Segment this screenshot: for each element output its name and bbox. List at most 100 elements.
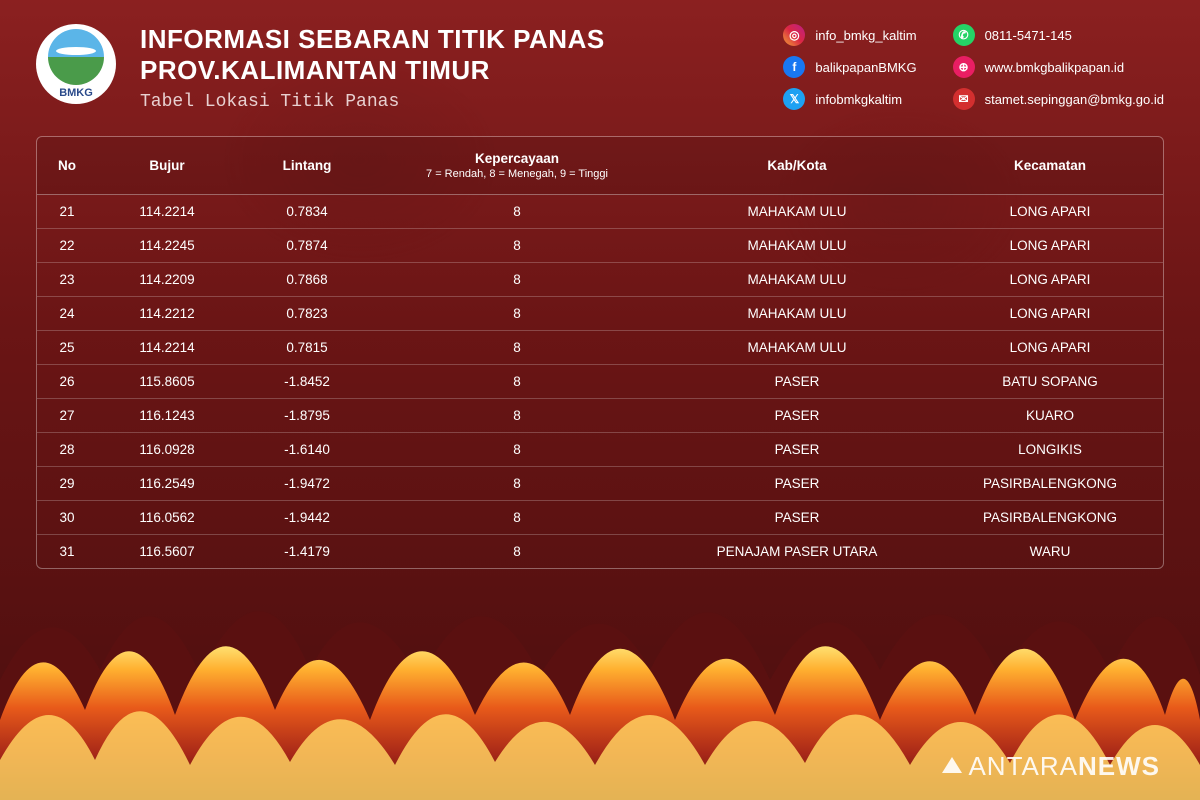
whatsapp-icon: ✆	[953, 24, 975, 46]
twitter-icon: 𝕏	[783, 88, 805, 110]
cell-no: 31	[37, 535, 97, 569]
cell-kec: LONG APARI	[937, 229, 1163, 263]
cell-kab: PASER	[657, 467, 937, 501]
title-line-1: INFORMASI SEBARAN TITIK PANAS	[140, 24, 605, 55]
hotspot-table: No Bujur Lintang Kepercayaan 7 = Rendah,…	[37, 137, 1163, 568]
cell-conf: 8	[377, 195, 657, 229]
cell-kec: WARU	[937, 535, 1163, 569]
cell-no: 26	[37, 365, 97, 399]
cell-no: 25	[37, 331, 97, 365]
col-confidence: Kepercayaan 7 = Rendah, 8 = Menegah, 9 =…	[377, 137, 657, 195]
cell-kab: MAHAKAM ULU	[657, 263, 937, 297]
cell-kab: PASER	[657, 365, 937, 399]
cell-kec: KUARO	[937, 399, 1163, 433]
cell-kab: MAHAKAM ULU	[657, 229, 937, 263]
table-row: 30116.0562-1.94428PASERPASIRBALENGKONG	[37, 501, 1163, 535]
table-row: 29116.2549-1.94728PASERPASIRBALENGKONG	[37, 467, 1163, 501]
cell-kec: LONG APARI	[937, 195, 1163, 229]
cell-kab: PASER	[657, 433, 937, 467]
table-row: 28116.0928-1.61408PASERLONGIKIS	[37, 433, 1163, 467]
cell-kab: MAHAKAM ULU	[657, 331, 937, 365]
cell-lintang: -1.8795	[237, 399, 377, 433]
cell-bujur: 116.0562	[97, 501, 237, 535]
table-row: 24114.22120.78238MAHAKAM ULULONG APARI	[37, 297, 1163, 331]
social-links: ◎info_bmkg_kaltim fbalikpapanBMKG 𝕏infob…	[783, 24, 1164, 112]
cell-kec: PASIRBALENGKONG	[937, 467, 1163, 501]
table-row: 27116.1243-1.87958PASERKUARO	[37, 399, 1163, 433]
table-row: 26115.8605-1.84528PASERBATU SOPANG	[37, 365, 1163, 399]
cell-bujur: 115.8605	[97, 365, 237, 399]
cell-bujur: 114.2214	[97, 195, 237, 229]
cell-bujur: 114.2245	[97, 229, 237, 263]
cell-kec: LONGIKIS	[937, 433, 1163, 467]
cell-lintang: 0.7823	[237, 297, 377, 331]
cell-bujur: 116.1243	[97, 399, 237, 433]
social-facebook: fbalikpapanBMKG	[783, 56, 916, 78]
instagram-icon: ◎	[783, 24, 805, 46]
cell-lintang: 0.7815	[237, 331, 377, 365]
cell-kec: BATU SOPANG	[937, 365, 1163, 399]
table-row: 23114.22090.78688MAHAKAM ULULONG APARI	[37, 263, 1163, 297]
social-website: ⊕www.bmkgbalikpapan.id	[953, 56, 1164, 78]
subtitle: Tabel Lokasi Titik Panas	[140, 92, 605, 112]
col-lintang: Lintang	[237, 137, 377, 195]
cell-no: 21	[37, 195, 97, 229]
cell-lintang: -1.9442	[237, 501, 377, 535]
cell-kec: LONG APARI	[937, 297, 1163, 331]
cell-bujur: 114.2214	[97, 331, 237, 365]
bmkg-logo: BMKG	[36, 24, 116, 104]
cell-lintang: -1.8452	[237, 365, 377, 399]
cell-kab: PASER	[657, 501, 937, 535]
table-row: 21114.22140.78348MAHAKAM ULULONG APARI	[37, 195, 1163, 229]
cell-conf: 8	[377, 467, 657, 501]
social-instagram: ◎info_bmkg_kaltim	[783, 24, 916, 46]
cell-no: 27	[37, 399, 97, 433]
cell-lintang: -1.6140	[237, 433, 377, 467]
cell-conf: 8	[377, 297, 657, 331]
social-whatsapp: ✆0811-5471-145	[953, 24, 1164, 46]
cell-bujur: 116.0928	[97, 433, 237, 467]
social-email: ✉stamet.sepinggan@bmkg.go.id	[953, 88, 1164, 110]
logo-abbr: BMKG	[59, 87, 93, 99]
hotspot-table-container: No Bujur Lintang Kepercayaan 7 = Rendah,…	[36, 136, 1164, 569]
cell-kab: PASER	[657, 399, 937, 433]
cell-conf: 8	[377, 501, 657, 535]
cell-kab: MAHAKAM ULU	[657, 297, 937, 331]
title-line-2: PROV.KALIMANTAN TIMUR	[140, 55, 605, 86]
cell-bujur: 114.2212	[97, 297, 237, 331]
facebook-icon: f	[783, 56, 805, 78]
cell-bujur: 114.2209	[97, 263, 237, 297]
watermark: ANTARANEWS	[942, 751, 1160, 782]
cell-lintang: 0.7874	[237, 229, 377, 263]
mail-icon: ✉	[953, 88, 975, 110]
social-twitter: 𝕏infobmkgkaltim	[783, 88, 916, 110]
table-header-row: No Bujur Lintang Kepercayaan 7 = Rendah,…	[37, 137, 1163, 195]
col-kabupaten: Kab/Kota	[657, 137, 937, 195]
table-body: 21114.22140.78348MAHAKAM ULULONG APARI22…	[37, 195, 1163, 569]
cell-conf: 8	[377, 433, 657, 467]
cell-conf: 8	[377, 365, 657, 399]
header: BMKG INFORMASI SEBARAN TITIK PANAS PROV.…	[0, 0, 1200, 128]
globe-icon: ⊕	[953, 56, 975, 78]
cell-kec: PASIRBALENGKONG	[937, 501, 1163, 535]
cell-conf: 8	[377, 535, 657, 569]
table-row: 31116.5607-1.41798PENAJAM PASER UTARAWAR…	[37, 535, 1163, 569]
col-no: No	[37, 137, 97, 195]
cell-no: 23	[37, 263, 97, 297]
cell-conf: 8	[377, 263, 657, 297]
cell-no: 28	[37, 433, 97, 467]
cell-kab: MAHAKAM ULU	[657, 195, 937, 229]
antara-logo-icon	[942, 757, 962, 773]
col-bujur: Bujur	[97, 137, 237, 195]
cell-conf: 8	[377, 399, 657, 433]
table-row: 22114.22450.78748MAHAKAM ULULONG APARI	[37, 229, 1163, 263]
cell-no: 24	[37, 297, 97, 331]
cell-bujur: 116.2549	[97, 467, 237, 501]
col-kecamatan: Kecamatan	[937, 137, 1163, 195]
cell-conf: 8	[377, 331, 657, 365]
cell-lintang: -1.9472	[237, 467, 377, 501]
table-row: 25114.22140.78158MAHAKAM ULULONG APARI	[37, 331, 1163, 365]
cell-kec: LONG APARI	[937, 331, 1163, 365]
cell-no: 29	[37, 467, 97, 501]
cell-lintang: 0.7868	[237, 263, 377, 297]
